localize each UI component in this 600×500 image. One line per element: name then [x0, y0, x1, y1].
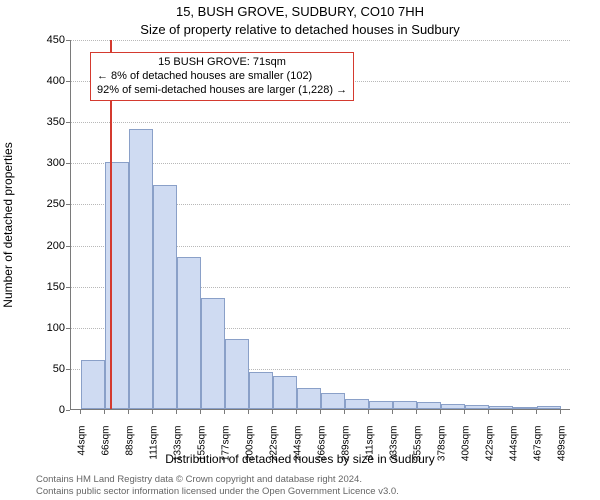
x-tick-mark: [104, 410, 105, 414]
gridline: [71, 122, 570, 123]
x-tick-mark: [488, 410, 489, 414]
annotation-line-2: ← 8% of detached houses are smaller (102…: [97, 70, 347, 84]
histogram-bar: [537, 406, 561, 409]
x-tick-mark: [152, 410, 153, 414]
y-tick-label: 400: [35, 75, 65, 87]
histogram-bar: [273, 376, 297, 409]
x-tick-mark: [416, 410, 417, 414]
histogram-bar: [81, 360, 105, 409]
x-tick-label: 66sqm: [101, 426, 112, 476]
chart-title-address: 15, BUSH GROVE, SUDBURY, CO10 7HH: [0, 4, 600, 19]
x-tick-label: 378sqm: [437, 426, 448, 476]
histogram-bar: [441, 404, 465, 409]
x-tick-label: 266sqm: [317, 426, 328, 476]
x-tick-mark: [560, 410, 561, 414]
histogram-bar: [345, 399, 369, 409]
histogram-bar: [201, 298, 225, 409]
y-tick-label: 50: [35, 363, 65, 375]
x-tick-mark: [344, 410, 345, 414]
x-tick-mark: [464, 410, 465, 414]
x-tick-label: 177sqm: [221, 426, 232, 476]
footer-line-1: Contains HM Land Registry data © Crown c…: [36, 474, 399, 486]
gridline: [71, 40, 570, 41]
x-tick-label: 289sqm: [341, 426, 352, 476]
histogram-bar: [105, 162, 129, 409]
x-tick-label: 244sqm: [293, 426, 304, 476]
y-tick-label: 350: [35, 116, 65, 128]
x-tick-mark: [368, 410, 369, 414]
x-tick-mark: [320, 410, 321, 414]
x-tick-label: 111sqm: [149, 426, 160, 476]
x-tick-mark: [80, 410, 81, 414]
histogram-bar: [129, 129, 153, 409]
x-tick-mark: [440, 410, 441, 414]
x-tick-mark: [176, 410, 177, 414]
footer-attribution: Contains HM Land Registry data © Crown c…: [36, 474, 399, 498]
x-tick-mark: [272, 410, 273, 414]
x-tick-mark: [200, 410, 201, 414]
footer-line-2: Contains public sector information licen…: [36, 486, 399, 498]
histogram-bar: [489, 406, 513, 409]
annotation-line-3: 92% of semi-detached houses are larger (…: [97, 84, 347, 98]
x-tick-mark: [224, 410, 225, 414]
y-tick-label: 250: [35, 198, 65, 210]
y-tick-mark: [66, 204, 70, 205]
x-tick-label: 200sqm: [245, 426, 256, 476]
x-tick-label: 355sqm: [413, 426, 424, 476]
x-tick-mark: [392, 410, 393, 414]
y-tick-label: 0: [35, 404, 65, 416]
x-tick-label: 222sqm: [269, 426, 280, 476]
y-tick-mark: [66, 410, 70, 411]
x-tick-label: 467sqm: [533, 426, 544, 476]
x-tick-mark: [536, 410, 537, 414]
x-tick-label: 133sqm: [173, 426, 184, 476]
x-tick-label: 333sqm: [389, 426, 400, 476]
x-tick-mark: [296, 410, 297, 414]
y-tick-mark: [66, 246, 70, 247]
x-tick-label: 422sqm: [485, 426, 496, 476]
histogram-bar: [393, 401, 417, 409]
histogram-bar: [465, 405, 489, 409]
x-tick-mark: [248, 410, 249, 414]
annotation-line-1: 15 BUSH GROVE: 71sqm: [97, 56, 347, 70]
histogram-bar: [417, 402, 441, 409]
histogram-bar: [153, 185, 177, 409]
y-tick-mark: [66, 328, 70, 329]
y-tick-label: 150: [35, 281, 65, 293]
y-tick-label: 450: [35, 34, 65, 46]
histogram-bar: [369, 401, 393, 409]
x-tick-label: 400sqm: [461, 426, 472, 476]
y-tick-mark: [66, 40, 70, 41]
y-tick-mark: [66, 81, 70, 82]
y-tick-label: 200: [35, 240, 65, 252]
x-tick-label: 155sqm: [197, 426, 208, 476]
x-tick-label: 489sqm: [557, 426, 568, 476]
y-axis-label: Number of detached properties: [1, 142, 15, 307]
histogram-bar: [297, 388, 321, 409]
histogram-bar: [513, 407, 537, 409]
y-tick-mark: [66, 122, 70, 123]
y-tick-mark: [66, 369, 70, 370]
chart-subtitle: Size of property relative to detached ho…: [0, 22, 600, 37]
x-tick-mark: [128, 410, 129, 414]
histogram-bar: [225, 339, 249, 409]
x-tick-mark: [512, 410, 513, 414]
x-tick-label: 444sqm: [509, 426, 520, 476]
histogram-bar: [321, 393, 345, 409]
y-tick-mark: [66, 287, 70, 288]
y-tick-mark: [66, 163, 70, 164]
histogram-bar: [249, 372, 273, 409]
x-tick-label: 88sqm: [125, 426, 136, 476]
x-tick-label: 311sqm: [365, 426, 376, 476]
histogram-bar: [177, 257, 201, 409]
x-tick-label: 44sqm: [77, 426, 88, 476]
y-tick-label: 300: [35, 157, 65, 169]
annotation-box: 15 BUSH GROVE: 71sqm ← 8% of detached ho…: [90, 52, 354, 101]
y-tick-label: 100: [35, 322, 65, 334]
